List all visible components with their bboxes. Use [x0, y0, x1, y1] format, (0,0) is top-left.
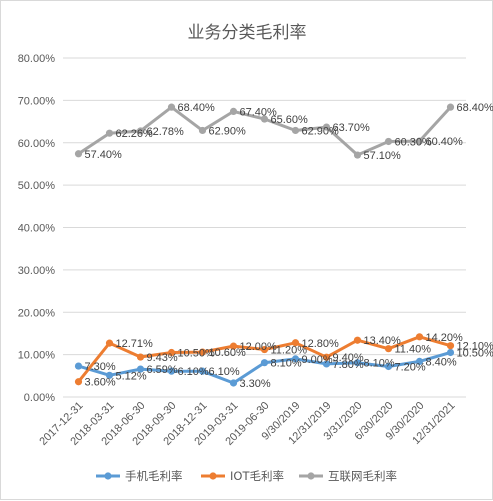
data-label: 9.43% [147, 352, 178, 364]
y-tick-label: 70.00% [18, 95, 56, 107]
y-tick-label: 30.00% [18, 265, 56, 277]
data-label: 6.10% [209, 366, 240, 378]
legend-marker [307, 472, 314, 479]
legend-label: 互联网毛利率 [328, 469, 397, 483]
data-label: 62.90% [209, 125, 247, 137]
y-tick-label: 50.00% [18, 180, 56, 192]
data-point [230, 108, 237, 115]
data-label: 12.10% [457, 341, 493, 353]
legend-label: 手机毛利率 [125, 469, 183, 483]
data-point [385, 138, 392, 145]
data-label: 68.40% [178, 102, 216, 114]
data-point [75, 150, 82, 157]
y-tick-label: 60.00% [18, 138, 56, 150]
x-axis-ticks: 2017-12-312018-03-312018-06-302018-09-30… [37, 400, 457, 448]
y-tick-label: 20.00% [18, 307, 56, 319]
y-tick-label: 40.00% [18, 223, 56, 235]
data-label: 8.10% [271, 358, 302, 370]
data-point [137, 353, 144, 360]
data-point [261, 359, 268, 366]
data-label: 68.40% [457, 102, 493, 114]
data-point [447, 349, 454, 356]
data-label: 57.40% [85, 149, 123, 161]
data-label: 7.20% [395, 361, 426, 373]
data-label: 11.40% [395, 344, 432, 356]
data-label: 57.10% [364, 150, 402, 162]
data-label: 9.40% [333, 352, 364, 364]
legend: 手机毛利率 IOT毛利率 互联网毛利率 [96, 469, 397, 483]
chart-title: 业务分类毛利率 [188, 23, 307, 43]
data-label: 12.71% [116, 338, 154, 350]
data-point [106, 130, 113, 137]
legend-label: IOT毛利率 [230, 469, 284, 483]
data-point [292, 127, 299, 134]
data-label: 8.10% [364, 358, 395, 370]
legend-marker [104, 472, 111, 479]
data-label: 12.80% [302, 338, 340, 350]
data-label: 6.59% [147, 364, 178, 376]
data-label: 3.60% [85, 377, 116, 389]
data-point [75, 378, 82, 385]
data-point [75, 362, 82, 369]
y-tick-label: 10.00% [18, 350, 56, 362]
y-tick-label: 0.00% [24, 392, 55, 404]
legend-marker [209, 472, 216, 479]
data-point [354, 337, 361, 344]
data-point [416, 333, 423, 340]
data-label: 63.70% [333, 122, 371, 134]
data-point [199, 127, 206, 134]
data-label: 60.40% [426, 136, 464, 148]
data-point [230, 379, 237, 386]
data-labels: 7.30%5.12%6.59%6.10%6.10%3.30%8.10%9.00%… [85, 102, 493, 390]
data-point [106, 340, 113, 347]
data-point [354, 151, 361, 158]
data-point [447, 104, 454, 111]
data-label: 7.30% [85, 361, 116, 373]
data-label: 3.30% [240, 378, 271, 390]
data-point [168, 104, 175, 111]
y-tick-label: 80.00% [18, 53, 56, 65]
y-axis-ticks: 0.00% 10.00% 20.00% 30.00% 40.00% 50.00% 60.00… [18, 53, 56, 404]
data-label: 5.12% [116, 370, 147, 382]
data-label: 8.40% [426, 356, 457, 368]
data-label: 62.78% [147, 126, 185, 138]
data-label: 6.10% [178, 366, 209, 378]
data-label: 65.60% [271, 114, 309, 126]
